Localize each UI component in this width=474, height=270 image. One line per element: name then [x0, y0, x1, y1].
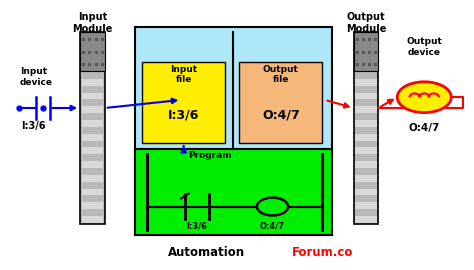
Bar: [355, 161, 377, 168]
Text: I:3/6: I:3/6: [168, 108, 200, 121]
Bar: [82, 161, 103, 168]
Bar: [355, 188, 377, 195]
Text: Output
file: Output file: [263, 65, 299, 84]
Bar: [82, 106, 103, 113]
Bar: [355, 175, 377, 182]
Bar: [142, 62, 225, 143]
Bar: [355, 120, 377, 127]
Bar: [82, 120, 103, 127]
Bar: [354, 32, 378, 71]
Text: Forum.co: Forum.co: [292, 246, 353, 259]
Bar: [355, 216, 377, 223]
Bar: [355, 79, 377, 86]
Circle shape: [397, 82, 451, 113]
Bar: [239, 62, 322, 143]
Bar: [82, 175, 103, 182]
Bar: [82, 93, 103, 99]
Text: Output
device: Output device: [406, 37, 442, 57]
Circle shape: [257, 198, 288, 215]
Text: O:4/7: O:4/7: [260, 221, 285, 230]
Bar: [80, 32, 105, 71]
Text: Input
Module: Input Module: [72, 12, 113, 34]
Bar: [355, 93, 377, 99]
Bar: [135, 27, 332, 235]
Bar: [354, 32, 378, 224]
Bar: [82, 216, 103, 223]
Bar: [355, 202, 377, 209]
Text: Output
Module: Output Module: [346, 12, 386, 34]
Text: Automation: Automation: [168, 246, 246, 259]
Bar: [82, 202, 103, 209]
Bar: [82, 147, 103, 154]
Text: O:4/7: O:4/7: [262, 108, 300, 121]
Bar: [80, 32, 105, 224]
Text: Program: Program: [188, 151, 231, 160]
Text: Input
file: Input file: [170, 65, 197, 84]
Bar: [355, 106, 377, 113]
Bar: [355, 134, 377, 141]
Text: I:3/6: I:3/6: [21, 122, 46, 131]
Bar: [82, 188, 103, 195]
Bar: [82, 134, 103, 141]
Bar: [355, 147, 377, 154]
Text: I:3/6: I:3/6: [186, 221, 207, 230]
Bar: [82, 79, 103, 86]
Text: Input
device: Input device: [20, 68, 53, 87]
Text: O:4/7: O:4/7: [409, 123, 440, 133]
Bar: [135, 148, 332, 235]
